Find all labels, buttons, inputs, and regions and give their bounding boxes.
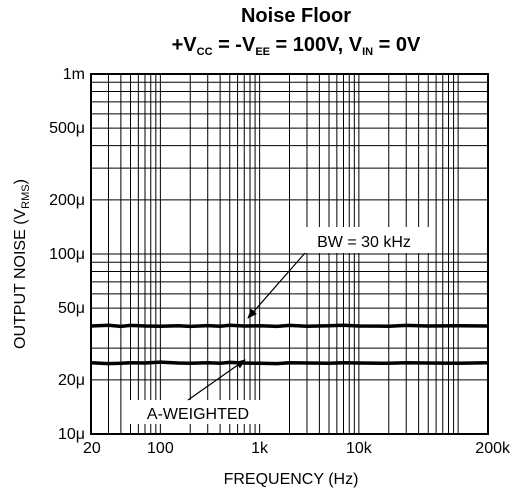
plot-frame: [90, 73, 489, 435]
annotation-arrow-1: [247, 252, 306, 319]
tick-labels: 20 100 1k 10k 200k 1m 500μ 200μ 100μ 50μ 20μ 10μ: [49, 66, 511, 457]
y-axis-label-main: OUTPUT NOISE (V: [12, 208, 29, 348]
annotation-box-1: [297, 227, 431, 253]
y-tick-label: 20μ: [58, 372, 85, 389]
subtitle-part-2: = -V: [213, 34, 256, 56]
grid-lines: [91, 74, 488, 434]
y-tick-label: 10μ: [58, 426, 85, 443]
annotation-label-1: BW = 30 kHz: [317, 234, 411, 251]
x-tick-label: 10k: [346, 440, 373, 457]
chart-subtitle: +VCC = -VEE = 100V, VIN = 0V: [172, 34, 421, 58]
annotation-arrow-2: [187, 359, 246, 401]
annotations: BW = 30 kHz A-WEIGHTED: [126, 227, 431, 424]
y-axis-label-sub: RMS: [20, 184, 32, 208]
series-line-2: [90, 360, 489, 366]
x-tick-label: 20: [83, 440, 101, 457]
y-tick-label: 500μ: [49, 120, 85, 137]
x-tick-label: 200k: [475, 440, 511, 457]
y-tick-label: 1m: [63, 66, 85, 83]
x-axis-label: FREQUENCY (Hz): [224, 471, 359, 488]
y-tick-label: 100μ: [49, 246, 85, 263]
series-layer: [90, 323, 489, 366]
subtitle-part-4: = 0V: [373, 34, 421, 56]
series-line-1: [90, 323, 489, 329]
chart-title: Noise Floor: [241, 5, 351, 27]
subtitle-part-1: +V: [172, 34, 198, 56]
y-tick-label: 50μ: [58, 300, 85, 317]
subtitle-part-3: = 100V, V: [270, 34, 363, 56]
annotation-label-2: A-WEIGHTED: [147, 406, 249, 423]
subtitle-sub-1: CC: [197, 46, 213, 58]
x-tick-label: 1k: [251, 440, 269, 457]
y-tick-label: 200μ: [49, 192, 85, 209]
x-tick-label: 100: [147, 440, 174, 457]
y-axis-label-end: ): [12, 179, 29, 184]
subtitle-sub-2: EE: [255, 46, 270, 58]
annotation-box-2: [126, 400, 270, 424]
subtitle-sub-3: IN: [362, 46, 373, 58]
y-axis-label: OUTPUT NOISE (VRMS): [12, 179, 32, 349]
